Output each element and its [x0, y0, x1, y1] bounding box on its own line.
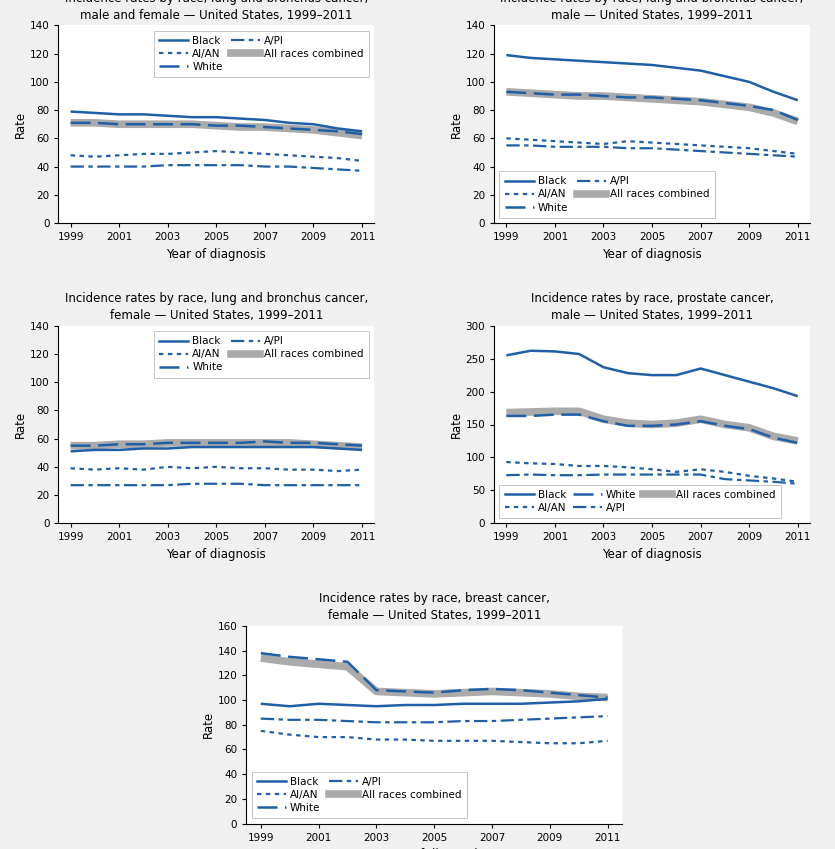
X-axis label: Year of diagnosis: Year of diagnosis	[602, 248, 702, 261]
Title: Incidence rates by race, breast cancer,
female — United States, 1999–2011: Incidence rates by race, breast cancer, …	[319, 592, 549, 622]
X-axis label: Year of diagnosis: Year of diagnosis	[384, 848, 484, 849]
Legend: Black, AI/AN, White, A/PI, All races combined: Black, AI/AN, White, A/PI, All races com…	[154, 331, 369, 378]
Y-axis label: Rate: Rate	[449, 411, 463, 438]
Y-axis label: Rate: Rate	[14, 411, 27, 438]
Y-axis label: Rate: Rate	[449, 110, 463, 138]
Y-axis label: Rate: Rate	[202, 711, 215, 739]
Title: Incidence rates by race, lung and bronchus cancer,
female — United States, 1999–: Incidence rates by race, lung and bronch…	[64, 292, 368, 322]
X-axis label: Year of diagnosis: Year of diagnosis	[166, 248, 266, 261]
Title: Incidence rates by race, lung and bronchus cancer,
male and female — United Stat: Incidence rates by race, lung and bronch…	[64, 0, 368, 21]
Legend: Black, AI/AN, White, A/PI, All races combined: Black, AI/AN, White, A/PI, All races com…	[499, 171, 715, 218]
Y-axis label: Rate: Rate	[14, 110, 27, 138]
Legend: Black, AI/AN, White, A/PI, All races combined: Black, AI/AN, White, A/PI, All races com…	[251, 772, 467, 818]
Title: Incidence rates by race, prostate cancer,
male — United States, 1999–2011: Incidence rates by race, prostate cancer…	[531, 292, 773, 322]
X-axis label: Year of diagnosis: Year of diagnosis	[166, 548, 266, 561]
X-axis label: Year of diagnosis: Year of diagnosis	[602, 548, 702, 561]
Title: Incidence rates by race, lung and bronchus cancer,
male — United States, 1999–20: Incidence rates by race, lung and bronch…	[500, 0, 804, 21]
Legend: Black, AI/AN, White, A/PI, All races combined: Black, AI/AN, White, A/PI, All races com…	[154, 31, 369, 77]
Legend: Black, AI/AN, White, A/PI, All races combined: Black, AI/AN, White, A/PI, All races com…	[499, 485, 781, 518]
